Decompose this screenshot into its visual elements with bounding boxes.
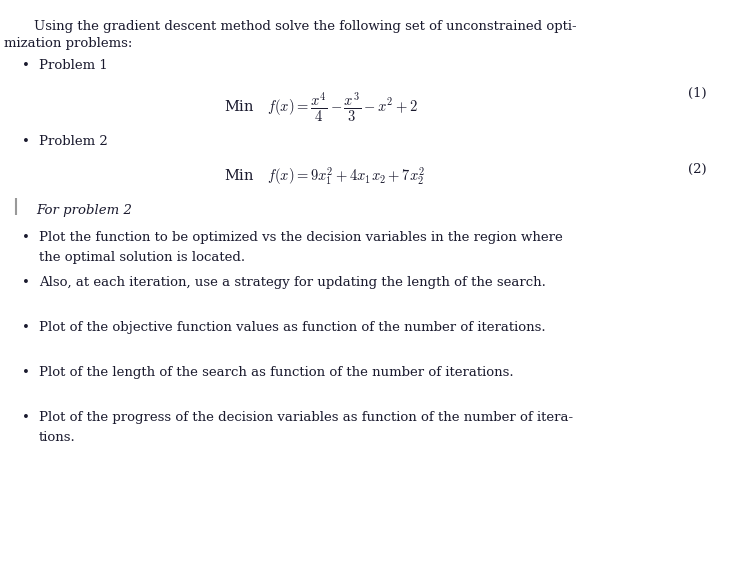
Text: tions.: tions. bbox=[39, 431, 76, 444]
Text: Min   $f(x) = \dfrac{x^4}{4} - \dfrac{x^3}{3} - x^2 + 2$: Min $f(x) = \dfrac{x^4}{4} - \dfrac{x^3}… bbox=[224, 90, 418, 123]
Text: (2): (2) bbox=[688, 163, 707, 176]
Text: Problem 2: Problem 2 bbox=[39, 135, 108, 148]
Text: •: • bbox=[22, 231, 31, 244]
Text: •: • bbox=[22, 276, 31, 289]
Text: the optimal solution is located.: the optimal solution is located. bbox=[39, 251, 245, 263]
Text: •: • bbox=[22, 411, 31, 424]
Text: Also, at each iteration, use a strategy for updating the length of the search.: Also, at each iteration, use a strategy … bbox=[39, 276, 546, 289]
Text: Plot of the objective function values as function of the number of iterations.: Plot of the objective function values as… bbox=[39, 321, 545, 334]
Text: Plot of the length of the search as function of the number of iterations.: Plot of the length of the search as func… bbox=[39, 366, 514, 379]
Text: Problem 1: Problem 1 bbox=[39, 59, 108, 72]
Text: mization problems:: mization problems: bbox=[4, 37, 132, 50]
Text: •: • bbox=[22, 135, 31, 148]
Text: •: • bbox=[22, 366, 31, 379]
Text: Plot the function to be optimized vs the decision variables in the region where: Plot the function to be optimized vs the… bbox=[39, 231, 562, 244]
Text: Using the gradient descent method solve the following set of unconstrained opti-: Using the gradient descent method solve … bbox=[34, 20, 576, 33]
Text: •: • bbox=[22, 321, 31, 334]
Text: Min   $f(x) = 9x_1^2 + 4x_1 x_2 + 7x_2^2$: Min $f(x) = 9x_1^2 + 4x_1 x_2 + 7x_2^2$ bbox=[224, 166, 426, 188]
Text: Plot of the progress of the decision variables as function of the number of iter: Plot of the progress of the decision var… bbox=[39, 411, 573, 424]
Text: For problem 2: For problem 2 bbox=[36, 204, 132, 217]
Text: •: • bbox=[22, 59, 31, 72]
Text: (1): (1) bbox=[688, 87, 707, 100]
